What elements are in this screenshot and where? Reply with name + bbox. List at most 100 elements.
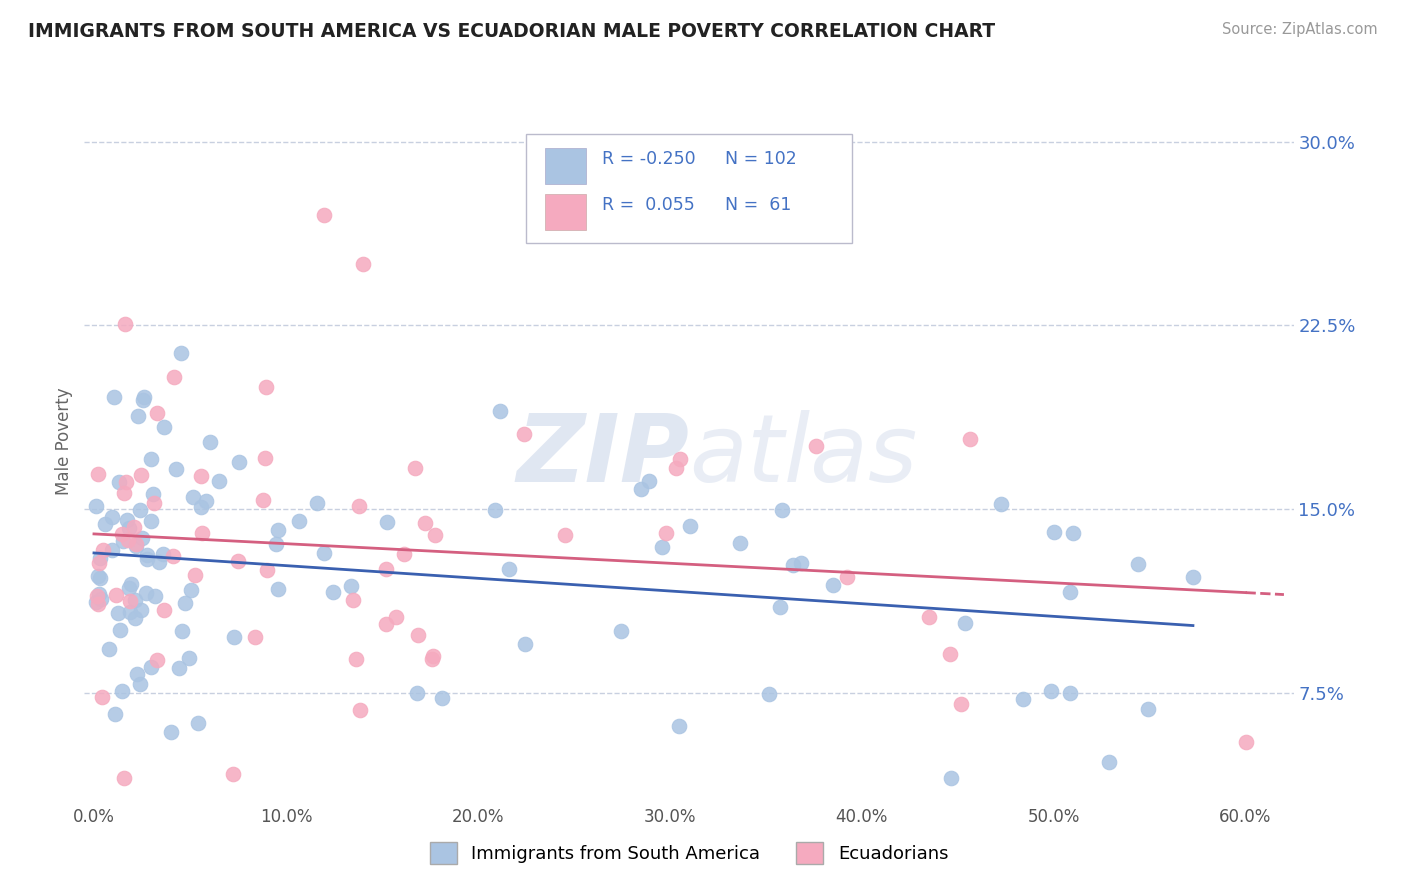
- Point: [117, 513, 139, 527]
- Point: [114, 772, 136, 786]
- Point: [163, 369, 186, 384]
- Point: [84, 499, 107, 513]
- Point: [114, 475, 136, 489]
- Text: atlas: atlas: [689, 410, 917, 501]
- Point: [89, 550, 111, 565]
- Point: [172, 624, 194, 638]
- Point: [669, 452, 692, 467]
- Point: [139, 514, 162, 528]
- Text: ZIP: ZIP: [516, 410, 689, 502]
- Text: IMMIGRANTS FROM SOUTH AMERICA VS ECUADORIAN MALE POVERTY CORRELATION CHART: IMMIGRANTS FROM SOUTH AMERICA VS ECUADOR…: [28, 22, 995, 41]
- Point: [770, 503, 793, 517]
- Point: [87, 569, 110, 583]
- Point: [89, 586, 111, 600]
- Point: [655, 525, 678, 540]
- Point: [129, 503, 152, 517]
- Point: [422, 649, 444, 664]
- Point: [243, 631, 266, 645]
- Point: [98, 641, 121, 656]
- Point: [190, 469, 212, 483]
- Point: [93, 542, 115, 557]
- Point: [1126, 557, 1149, 571]
- Point: [122, 519, 145, 533]
- Point: [117, 533, 139, 548]
- Point: [145, 406, 167, 420]
- Point: [782, 558, 804, 572]
- Point: [107, 475, 129, 489]
- Point: [91, 690, 114, 705]
- Point: [769, 599, 792, 614]
- Point: [108, 624, 131, 638]
- Point: [167, 661, 190, 675]
- Point: [609, 624, 631, 638]
- Point: [1043, 524, 1066, 539]
- Point: [347, 500, 370, 514]
- Point: [136, 552, 159, 566]
- Point: [375, 515, 398, 529]
- Y-axis label: Male Poverty: Male Poverty: [55, 388, 73, 495]
- Point: [665, 461, 688, 475]
- Point: [198, 434, 221, 449]
- Point: [143, 589, 166, 603]
- Point: [152, 547, 174, 561]
- Point: [254, 380, 277, 394]
- Point: [165, 462, 187, 476]
- Point: [226, 554, 249, 568]
- Point: [305, 496, 328, 510]
- Point: [1137, 702, 1160, 716]
- Point: [107, 606, 129, 620]
- Point: [413, 516, 436, 531]
- Point: [314, 208, 336, 222]
- Point: [143, 495, 166, 509]
- Point: [90, 592, 112, 607]
- Point: [118, 520, 141, 534]
- Point: [314, 546, 336, 560]
- Point: [221, 767, 243, 781]
- Point: [177, 651, 200, 665]
- Point: [1234, 734, 1257, 748]
- FancyBboxPatch shape: [526, 135, 852, 243]
- Point: [267, 523, 290, 537]
- Point: [162, 549, 184, 563]
- Point: [430, 691, 453, 706]
- Point: [112, 486, 135, 500]
- Point: [267, 582, 290, 597]
- Text: R = -0.250: R = -0.250: [602, 151, 696, 169]
- Point: [651, 541, 673, 555]
- Point: [288, 514, 311, 528]
- Point: [252, 493, 274, 508]
- Point: [87, 597, 110, 611]
- Point: [340, 579, 363, 593]
- Point: [89, 571, 111, 585]
- Point: [950, 697, 973, 711]
- Text: Source: ZipAtlas.com: Source: ZipAtlas.com: [1222, 22, 1378, 37]
- Point: [374, 562, 396, 576]
- Point: [111, 533, 134, 548]
- Point: [124, 610, 146, 624]
- Point: [1059, 584, 1081, 599]
- Point: [264, 537, 287, 551]
- Point: [513, 636, 536, 650]
- Point: [352, 257, 374, 271]
- Point: [758, 687, 780, 701]
- Point: [87, 556, 110, 570]
- Point: [190, 526, 212, 541]
- Point: [938, 647, 960, 661]
- Point: [170, 346, 193, 360]
- Point: [148, 555, 170, 569]
- Point: [100, 542, 122, 557]
- Point: [136, 549, 159, 563]
- Point: [344, 652, 367, 666]
- Point: [728, 536, 751, 550]
- Point: [118, 605, 141, 619]
- Point: [139, 452, 162, 467]
- Point: [256, 563, 278, 577]
- Point: [94, 517, 117, 532]
- Point: [917, 609, 939, 624]
- Point: [423, 528, 446, 542]
- Point: [404, 461, 426, 475]
- Point: [1059, 685, 1081, 699]
- Point: [118, 581, 141, 595]
- Point: [484, 503, 506, 517]
- Point: [498, 562, 520, 576]
